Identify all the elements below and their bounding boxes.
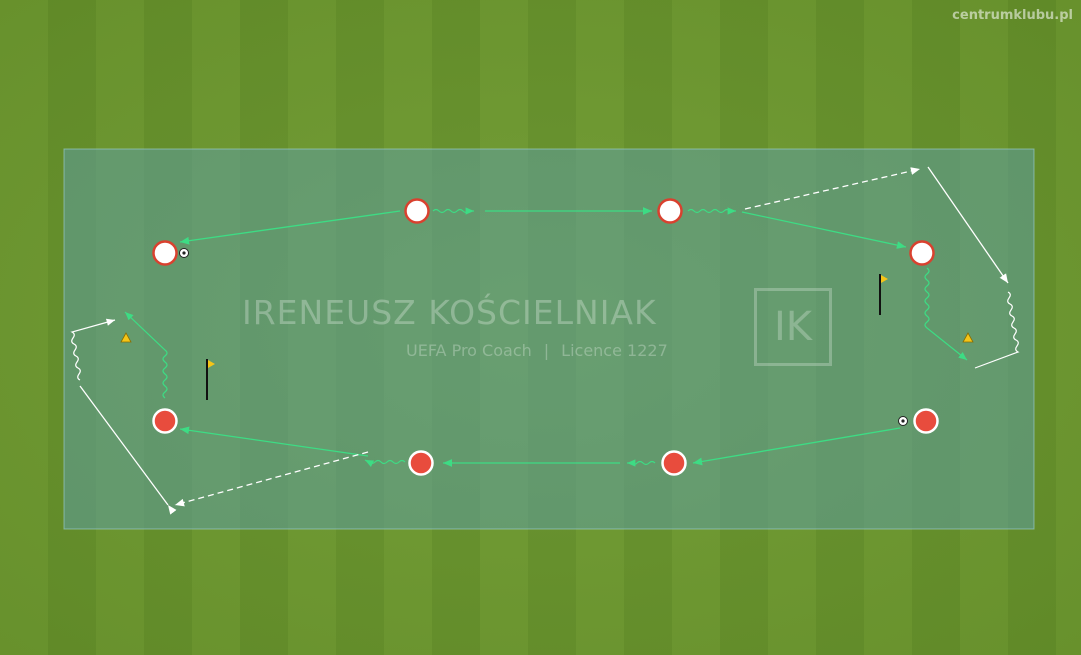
dribble-arrow	[687, 207, 736, 215]
coach-credentials-watermark: UEFA Pro Coach | Licence 1227	[406, 341, 668, 360]
coach-separator: |	[543, 341, 550, 360]
pass-arrow	[741, 211, 907, 249]
coach-licence: Licence 1227	[561, 341, 668, 360]
player-red	[661, 450, 687, 476]
flag-icon	[206, 359, 215, 400]
player-red	[152, 408, 178, 434]
dribble-arrow	[627, 459, 656, 467]
player-red	[408, 450, 434, 476]
dribble-arrow	[70, 318, 116, 381]
dribble-arrow	[124, 311, 168, 399]
dribble-arrow	[364, 459, 406, 467]
pass-arrow	[179, 426, 369, 457]
dribble-arrow	[924, 267, 968, 361]
cone-icon	[120, 332, 132, 343]
player-white	[152, 240, 178, 266]
run-arrow	[927, 166, 1009, 284]
ball-icon	[898, 416, 908, 426]
pass-arrow	[692, 427, 901, 466]
flag-icon	[879, 274, 888, 315]
coach-role: UEFA Pro Coach	[406, 341, 532, 360]
player-red	[913, 408, 939, 434]
site-watermark: centrumklubu.pl	[952, 8, 1073, 23]
player-white	[909, 240, 935, 266]
coach-name-watermark: IRENEUSZ KOŚCIELNIAK	[242, 293, 657, 332]
player-white	[657, 198, 683, 224]
training-zone	[63, 148, 1035, 530]
cone-icon	[962, 332, 974, 343]
player-white	[404, 198, 430, 224]
pass-arrow	[179, 210, 401, 245]
coach-logo: IK	[754, 288, 832, 366]
dribble-arrow	[432, 207, 474, 215]
run-arrow	[79, 385, 177, 515]
run-dashed-arrow	[174, 451, 369, 507]
dribble-arrow	[974, 291, 1020, 369]
ball-icon	[179, 248, 189, 258]
